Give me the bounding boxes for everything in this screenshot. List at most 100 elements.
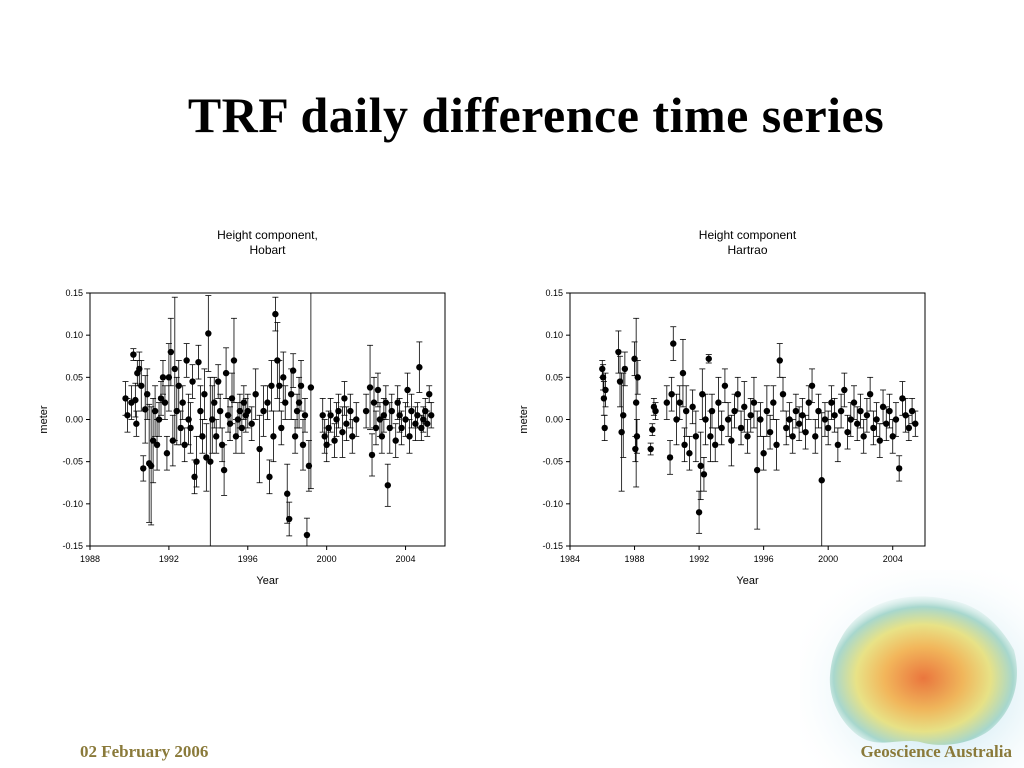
- data-point: [795, 420, 803, 427]
- data-point: [280, 374, 287, 381]
- data-point: [821, 416, 829, 423]
- data-point: [270, 433, 277, 440]
- x-tick-label: 2000: [818, 554, 838, 564]
- data-point: [161, 399, 169, 406]
- x-tick-label: 1992: [159, 554, 179, 564]
- data-point: [770, 399, 777, 406]
- data-point: [347, 407, 354, 415]
- y-axis-label: meter: [518, 405, 530, 433]
- data-point: [203, 454, 210, 461]
- x-tick-label: 1996: [238, 554, 258, 564]
- data-point: [213, 433, 220, 440]
- data-point: [248, 420, 255, 427]
- data-point: [692, 433, 700, 440]
- data-point: [697, 462, 704, 470]
- data-point: [818, 477, 825, 484]
- data-point: [287, 391, 295, 398]
- data-point: [715, 399, 722, 406]
- data-point: [343, 420, 350, 427]
- data-point: [211, 399, 218, 406]
- data-point: [276, 382, 283, 389]
- data-point: [353, 416, 360, 423]
- data-point: [370, 399, 378, 406]
- y-tick-label: -0.15: [62, 541, 83, 551]
- data-point: [216, 407, 224, 415]
- data-point: [285, 515, 293, 523]
- data-point: [303, 531, 311, 539]
- data-point: [199, 433, 206, 440]
- data-point: [163, 450, 171, 457]
- data-point: [289, 367, 297, 374]
- data-point: [291, 433, 299, 440]
- data-point: [195, 358, 202, 366]
- data-point: [741, 403, 748, 411]
- data-point: [167, 348, 175, 356]
- data-point: [151, 407, 159, 415]
- data-point: [615, 348, 622, 356]
- y-tick-label: 0.10: [65, 330, 83, 340]
- data-point: [260, 407, 267, 415]
- data-point: [297, 382, 305, 389]
- data-point: [682, 407, 690, 415]
- data-point: [406, 433, 413, 440]
- data-point: [278, 424, 285, 432]
- data-point: [238, 424, 246, 432]
- data-point: [854, 420, 861, 427]
- data-point: [599, 365, 606, 373]
- data-point: [140, 465, 147, 472]
- data-point: [159, 374, 167, 381]
- data-point: [712, 441, 719, 448]
- data-point: [133, 420, 140, 427]
- data-point: [763, 407, 771, 415]
- data-point: [844, 428, 851, 436]
- data-point: [618, 428, 625, 436]
- data-point: [193, 458, 200, 465]
- data-point: [883, 420, 890, 427]
- data-point: [663, 399, 671, 406]
- data-point: [757, 416, 764, 423]
- data-point: [366, 384, 374, 391]
- data-point: [408, 407, 415, 415]
- data-point: [392, 437, 399, 444]
- footer-organization: Geoscience Australia: [860, 742, 1012, 761]
- x-tick-label: 2004: [883, 554, 903, 564]
- data-point: [668, 391, 675, 398]
- data-point: [149, 437, 157, 444]
- data-point: [143, 391, 151, 398]
- data-point: [264, 399, 271, 406]
- y-tick-label: -0.10: [542, 499, 563, 509]
- x-axis-label: Year: [736, 575, 759, 587]
- data-point: [631, 355, 638, 362]
- data-point: [876, 437, 884, 444]
- data-point: [886, 407, 893, 415]
- data-point: [416, 364, 423, 371]
- data-point: [183, 357, 190, 364]
- data-point: [601, 424, 608, 432]
- y-tick-label: 0.00: [545, 415, 563, 425]
- slide-title: TRF daily difference time series: [187, 87, 885, 143]
- data-point: [634, 374, 641, 381]
- data-point: [633, 433, 641, 440]
- data-point: [222, 369, 230, 377]
- data-point: [873, 416, 880, 423]
- data-point: [870, 424, 877, 432]
- data-point: [398, 424, 405, 432]
- data-point: [157, 395, 165, 402]
- data-point: [179, 399, 186, 406]
- data-point: [895, 465, 903, 472]
- data-point: [815, 407, 822, 415]
- data-point: [230, 357, 238, 364]
- data-point: [205, 330, 212, 337]
- data-point: [857, 407, 864, 415]
- chart-title-line: Height component,: [217, 228, 318, 242]
- data-point: [181, 441, 188, 448]
- data-point: [824, 424, 832, 432]
- data-point: [834, 441, 842, 448]
- data-point: [632, 399, 640, 406]
- data-point: [689, 403, 696, 411]
- data-point: [847, 416, 854, 423]
- data-point: [214, 378, 222, 385]
- data-point: [602, 386, 609, 394]
- data-point: [744, 433, 751, 440]
- y-tick-label: 0.10: [545, 330, 563, 340]
